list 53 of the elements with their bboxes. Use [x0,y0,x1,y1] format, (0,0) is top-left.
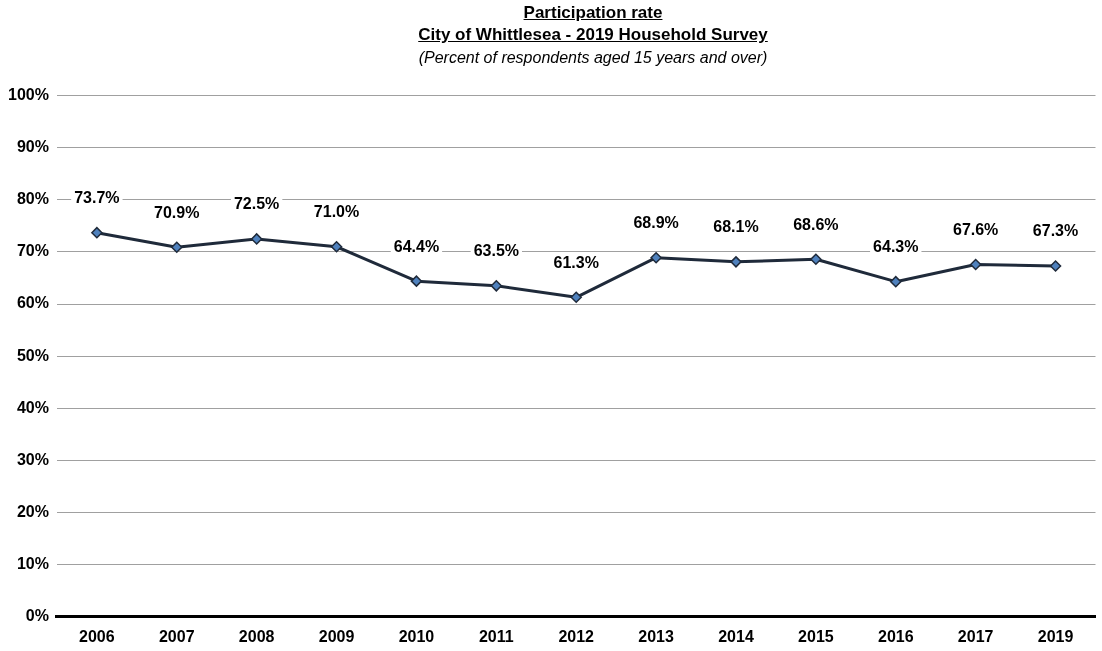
chart-title: Participation rate [522,2,664,24]
point [890,275,902,288]
text: 68.1% [713,218,759,236]
x-tick-label: 2019 [1037,627,1074,645]
y-tick-label: 100% [8,86,49,104]
point [171,241,183,254]
point [810,253,822,266]
point [969,258,982,271]
text: 68.9% [633,214,679,232]
text: 71.0% [313,203,360,221]
chart-subtitle: City of Whittlesea - 2019 Household Survey [417,24,769,46]
y-tick-label: 50% [16,346,49,364]
x-tick-label: 2015 [798,627,834,645]
text: 73.7% [74,189,120,207]
point [1049,260,1062,272]
text: 64.3% [873,238,919,256]
x-tick-label: 2010 [398,627,435,645]
point [730,256,742,268]
x-tick-label: 2009 [318,627,355,645]
text: 63.5% [473,242,520,260]
y-tick-label: 40% [16,398,49,416]
y-tick-label: 0% [25,607,49,625]
text: 67.6% [952,220,999,238]
x-tick-label: 2011 [478,627,514,645]
point [410,275,423,287]
point [490,280,503,292]
x-tick-label: 2013 [638,627,674,645]
x-tick-label: 2012 [558,627,595,645]
text: 64.4% [393,237,440,255]
point [330,241,343,253]
x-tick-label: 2016 [877,627,914,645]
x-tick-label: 2008 [238,627,275,645]
x-tick-label: 2014 [718,627,754,645]
text: 68.6% [793,215,839,233]
y-tick-label: 10% [16,555,49,573]
y-tick-label: 60% [16,294,49,312]
point [570,291,582,304]
text: 70.9% [154,203,200,221]
point [250,233,263,245]
x-tick-label: 2017 [957,627,994,645]
point [91,226,103,239]
text: 61.3% [553,253,599,271]
text: (Percent of respondents aged 15 years and over) [417,48,769,68]
x-tick-label: 2007 [158,627,195,645]
point [650,251,662,264]
x-tick-label: 2006 [79,627,115,645]
y-tick-label: 30% [16,450,49,468]
y-tick-label: 20% [16,502,49,520]
y-tick-label: 70% [16,242,49,260]
text: 72.5% [233,195,280,213]
text: 67.3% [1032,222,1079,240]
y-tick-label: 90% [16,138,49,156]
y-tick-label: 80% [16,190,49,208]
